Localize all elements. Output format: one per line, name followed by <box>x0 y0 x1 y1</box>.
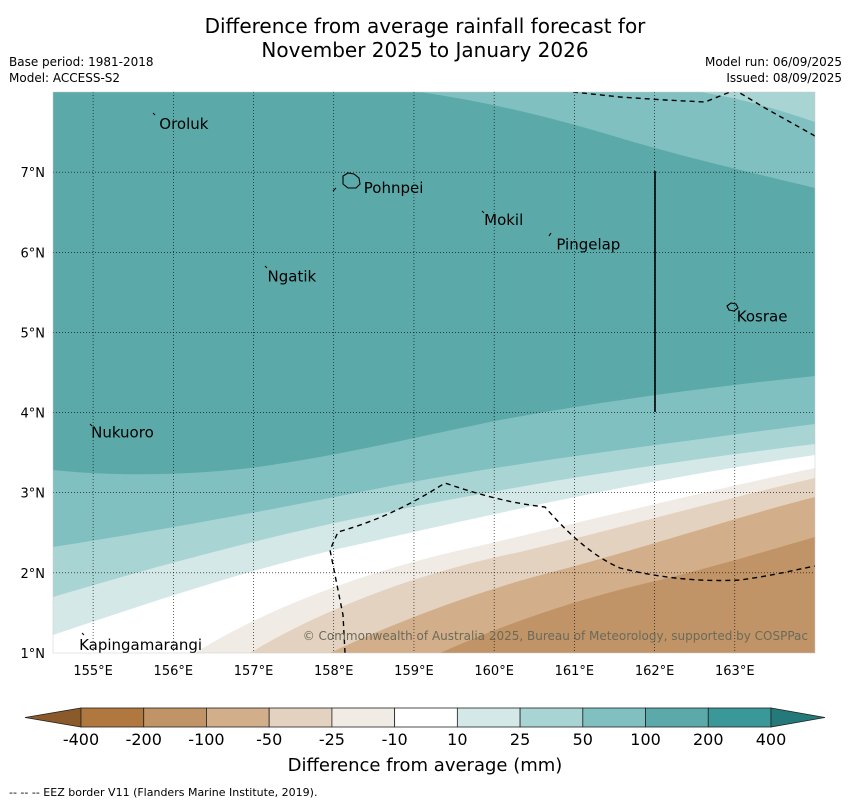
axis-ticks: 155°E 156°E 157°E 158°E 159°E 160°E 161°E 162°E… <box>21 166 755 679</box>
band-minus200-minus100 <box>440 537 815 653</box>
meta-right: Model run: 06/09/2025 Issued: 08/09/2025 <box>705 54 842 86</box>
colorbar-tick-label: 400 <box>756 730 787 749</box>
place-labels: Oroluk Pohnpei Mokil Pingelap Ngatik Kosrae Nu… <box>79 115 788 654</box>
lon-tick-label: 157°E <box>234 664 274 679</box>
base-period: Base period: 1981-2018 <box>9 55 154 69</box>
colorbar-segment <box>707 707 772 728</box>
place-label-oroluk: Oroluk <box>159 115 208 133</box>
lon-tick-label: 156°E <box>154 664 194 679</box>
lon-tick-label: 163°E <box>715 664 755 679</box>
band-upper-50-100 <box>420 92 815 188</box>
lat-tick-label: 7°N <box>21 166 46 181</box>
band-upper-25-50 <box>700 92 815 122</box>
lon-tick-label: 161°E <box>555 664 595 679</box>
colorbar-tick-label: -10 <box>382 730 408 749</box>
lat-tick-label: 1°N <box>21 647 46 662</box>
colorbar-segment <box>394 707 458 728</box>
lat-tick-label: 6°N <box>21 246 46 261</box>
eez-border <box>329 92 815 653</box>
issued-date: Issued: 08/09/2025 <box>726 71 842 85</box>
colorbar: -400 -200 -100 -50 -25 -10 10 25 50 100 200 400 <box>24 707 826 749</box>
model-run: Model run: 06/09/2025 <box>704 55 842 69</box>
colorbar-tick-label: 200 <box>693 730 724 749</box>
colorbar-segment <box>80 707 145 728</box>
title-line-2: November 2025 to January 2026 <box>261 38 589 62</box>
colorbar-tick-label: -400 <box>63 730 99 749</box>
eez-footnote: -- -- -- EEZ border V11 (Flanders Marine… <box>9 786 318 799</box>
lat-tick-label: 3°N <box>21 487 46 502</box>
copyright-text: © Commonwealth of Australia 2025, Bureau… <box>303 629 808 643</box>
place-label-kapingamarangi: Kapingamarangi <box>79 636 202 654</box>
colorbar-segment <box>645 707 709 728</box>
colorbar-segment <box>582 707 646 728</box>
pohnpei-outline <box>342 172 361 189</box>
colorbar-segment <box>519 707 584 728</box>
place-label-pohnpei: Pohnpei <box>364 179 424 197</box>
lon-tick-label: 162°E <box>635 664 675 679</box>
colorbar-tick-label: -25 <box>319 730 345 749</box>
place-label-mokil: Mokil <box>484 211 523 229</box>
lon-tick-label: 159°E <box>394 664 434 679</box>
place-label-kosrae: Kosrae <box>737 307 788 325</box>
map-frame <box>52 91 816 654</box>
lat-tick-label: 5°N <box>21 326 46 341</box>
colorbar-tick-label: -100 <box>188 730 224 749</box>
place-label-pingelap: Pingelap <box>556 235 620 253</box>
map-area: Oroluk Pohnpei Mokil Pingelap Ngatik Kosrae Nu… <box>53 92 815 654</box>
colorbar-min-arrow <box>24 707 82 728</box>
island-outlines <box>81 112 739 636</box>
map-title: Difference from average rainfall forecas… <box>0 14 850 62</box>
lon-tick-label: 160°E <box>474 664 514 679</box>
colorbar-segment <box>268 707 333 728</box>
model-name: Model: ACCESS-S2 <box>9 71 121 85</box>
colorbar-tick-label: -200 <box>126 730 162 749</box>
colorbar-segment <box>456 707 521 728</box>
colorbar-label: Difference from average (mm) <box>287 755 563 776</box>
lat-tick-label: 2°N <box>21 567 46 582</box>
place-label-ngatik: Ngatik <box>268 267 317 285</box>
lon-tick-label: 155°E <box>73 664 113 679</box>
colorbar-tick-label: 25 <box>510 730 530 749</box>
lon-tick-label: 158°E <box>314 664 354 679</box>
colorbar-tick-label: 10 <box>447 730 467 749</box>
title-line-1: Difference from average rainfall forecas… <box>204 14 646 38</box>
lat-tick-label: 4°N <box>21 407 46 422</box>
colorbar-max-arrow <box>770 707 826 728</box>
colorbar-segment <box>331 707 396 728</box>
colorbar-segment <box>143 707 207 728</box>
colorbar-tick-label: -50 <box>256 730 282 749</box>
colorbar-tick-label: 50 <box>573 730 593 749</box>
meta-left: Base period: 1981-2018 Model: ACCESS-S2 <box>9 54 154 86</box>
graticule <box>53 92 815 653</box>
kosrae-outline <box>726 302 739 312</box>
place-label-nukuoro: Nukuoro <box>91 424 154 442</box>
colorbar-segment <box>206 707 270 728</box>
colorbar-tick-label: 100 <box>630 730 661 749</box>
